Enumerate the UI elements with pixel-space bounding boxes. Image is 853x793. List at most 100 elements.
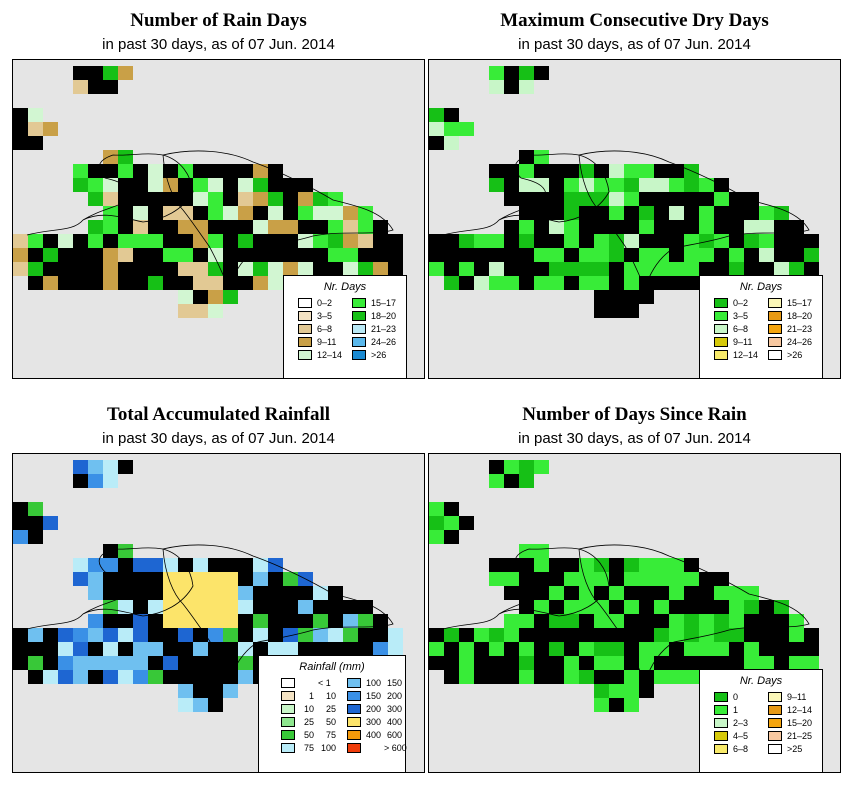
panel-title: Number of Days Since Rain bbox=[522, 404, 747, 425]
grid-cell bbox=[268, 262, 283, 276]
grid-cell bbox=[519, 474, 534, 488]
grid-cell bbox=[118, 206, 133, 220]
grid-cell bbox=[579, 276, 594, 290]
grid-cell bbox=[564, 656, 579, 670]
grid-cell bbox=[178, 586, 193, 600]
legend-swatch bbox=[714, 718, 728, 728]
grid-cell bbox=[579, 670, 594, 684]
grid-cell bbox=[223, 234, 238, 248]
grid-cell bbox=[328, 248, 343, 262]
grid-cell bbox=[73, 460, 88, 474]
grid-cell bbox=[118, 572, 133, 586]
grid-cell bbox=[28, 628, 43, 642]
grid-cell bbox=[789, 262, 804, 276]
grid-cell bbox=[714, 206, 729, 220]
grid-cell bbox=[238, 262, 253, 276]
grid-cell bbox=[654, 234, 669, 248]
grid-cell bbox=[609, 234, 624, 248]
grid-cell bbox=[564, 600, 579, 614]
grid-cell bbox=[549, 234, 564, 248]
grid-cell bbox=[624, 304, 639, 318]
grid-cell bbox=[654, 628, 669, 642]
grid-cell bbox=[268, 600, 283, 614]
legend-label: 2–3 bbox=[733, 718, 749, 728]
grid-cell bbox=[759, 248, 774, 262]
grid-cell bbox=[223, 164, 238, 178]
grid-cell bbox=[193, 642, 208, 656]
grid-cell bbox=[624, 614, 639, 628]
grid-cell bbox=[429, 136, 444, 150]
map-area: Nr. Days 0–2 3–5 6–8 9–11 12–14 15–17 18–20 21–… bbox=[428, 59, 841, 379]
grid-cell bbox=[208, 290, 223, 304]
grid-cell bbox=[268, 276, 283, 290]
grid-cell bbox=[148, 262, 163, 276]
grid-cell bbox=[564, 220, 579, 234]
grid-cell bbox=[609, 276, 624, 290]
grid-cell bbox=[609, 614, 624, 628]
grid-cell bbox=[163, 206, 178, 220]
grid-cell bbox=[594, 628, 609, 642]
grid-cell bbox=[684, 670, 699, 684]
grid-cell bbox=[178, 192, 193, 206]
grid-cell bbox=[489, 474, 504, 488]
grid-cell bbox=[73, 628, 88, 642]
grid-cell bbox=[474, 276, 489, 290]
grid-cell bbox=[208, 164, 223, 178]
panel-title: Number of Rain Days bbox=[130, 10, 307, 31]
grid-cell bbox=[133, 670, 148, 684]
grid-cell bbox=[28, 276, 43, 290]
grid-cell bbox=[58, 248, 73, 262]
grid-cell bbox=[268, 178, 283, 192]
grid-cell bbox=[208, 684, 223, 698]
grid-cell bbox=[298, 614, 313, 628]
grid-cell bbox=[163, 164, 178, 178]
grid-cell bbox=[118, 220, 133, 234]
grid-cell bbox=[13, 136, 28, 150]
grid-cell bbox=[103, 474, 118, 488]
grid-cell bbox=[489, 178, 504, 192]
grid-cell bbox=[103, 628, 118, 642]
grid-cell bbox=[223, 656, 238, 670]
grid-cell bbox=[684, 572, 699, 586]
grid-cell bbox=[654, 586, 669, 600]
grid-cell bbox=[148, 206, 163, 220]
grid-cell bbox=[579, 164, 594, 178]
grid-cell bbox=[534, 600, 549, 614]
grid-cell bbox=[714, 220, 729, 234]
grid-cell bbox=[654, 164, 669, 178]
grid-cell bbox=[729, 600, 744, 614]
grid-cell bbox=[504, 460, 519, 474]
grid-cell bbox=[253, 262, 268, 276]
grid-cell bbox=[684, 262, 699, 276]
grid-cell bbox=[804, 628, 819, 642]
grid-cell bbox=[238, 614, 253, 628]
grid-cell bbox=[654, 248, 669, 262]
grid-cell bbox=[223, 628, 238, 642]
grid-cell bbox=[594, 670, 609, 684]
grid-cell bbox=[178, 248, 193, 262]
grid-cell bbox=[564, 192, 579, 206]
grid-cell bbox=[729, 220, 744, 234]
grid-cell bbox=[564, 614, 579, 628]
grid-cell bbox=[699, 206, 714, 220]
legend-label: 6–8 bbox=[733, 324, 749, 334]
grid-cell bbox=[624, 698, 639, 712]
grid-cell bbox=[594, 234, 609, 248]
grid-cell bbox=[343, 220, 358, 234]
legend-swatch bbox=[352, 324, 366, 334]
grid-cell bbox=[744, 262, 759, 276]
panel-subtitle: in past 30 days, as of 07 Jun. 2014 bbox=[102, 36, 335, 53]
grid-cell bbox=[489, 656, 504, 670]
grid-cell bbox=[208, 234, 223, 248]
grid-cell bbox=[444, 642, 459, 656]
grid-cell bbox=[298, 628, 313, 642]
grid-cell bbox=[118, 460, 133, 474]
grid-cell bbox=[549, 628, 564, 642]
grid-cell bbox=[519, 234, 534, 248]
grid-cell bbox=[388, 628, 403, 642]
legend-swatch bbox=[281, 743, 295, 753]
grid-cell bbox=[298, 586, 313, 600]
grid-cell bbox=[88, 276, 103, 290]
grid-cell bbox=[534, 572, 549, 586]
legend-range-low: 25 bbox=[303, 717, 314, 727]
